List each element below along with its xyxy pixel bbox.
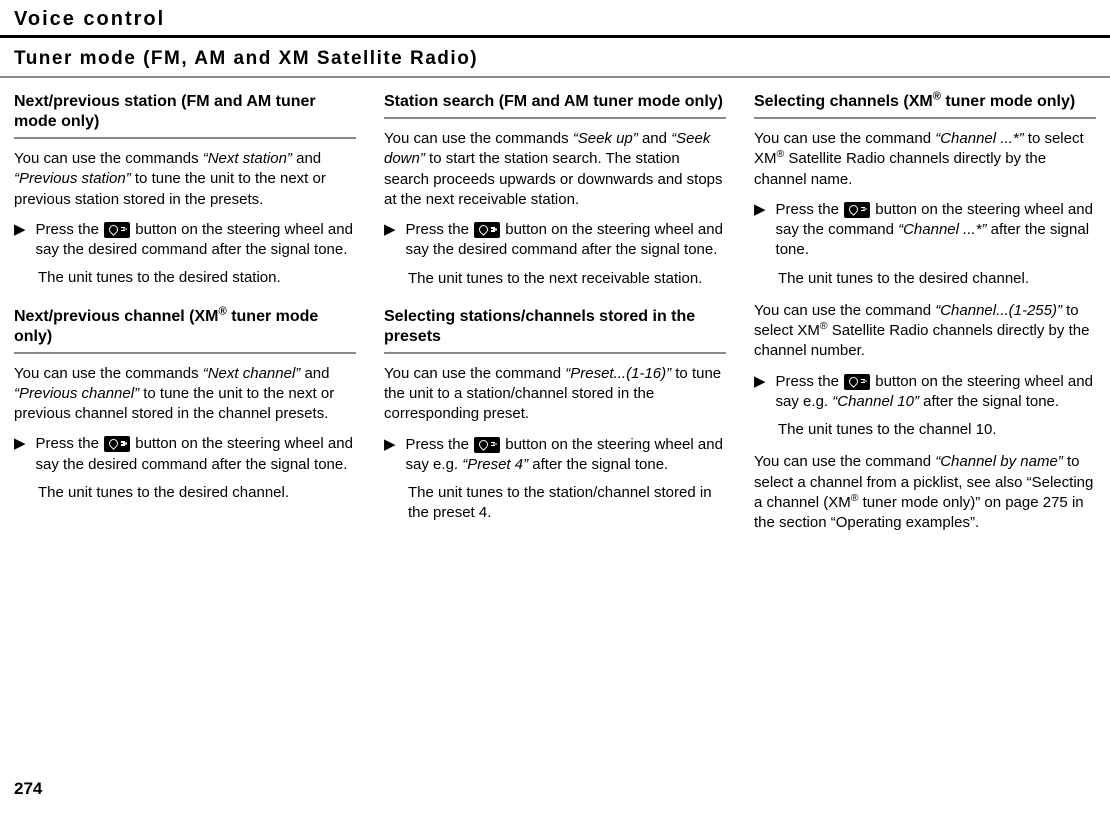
text: You can use the command <box>754 302 935 319</box>
step-row: ▶ Press the button on the steering wheel… <box>14 220 356 261</box>
step-row: ▶ Press the button on the steering wheel… <box>384 220 726 261</box>
step-marker-icon: ▶ <box>14 434 26 475</box>
command-text: “Next channel” <box>203 365 301 382</box>
step-result: The unit tunes to the channel 10. <box>778 420 1096 440</box>
body-text: You can use the command “Channel...(1-25… <box>754 301 1096 362</box>
voice-button-icon <box>104 222 130 238</box>
step-result: The unit tunes to the next receivable st… <box>408 269 726 289</box>
body-text: You can use the command “Channel ...*” t… <box>754 129 1096 190</box>
step-text: Press the button on the steering wheel a… <box>776 372 1096 413</box>
step-row: ▶ Press the button on the steering wheel… <box>754 372 1096 413</box>
step-marker-icon: ▶ <box>14 220 26 261</box>
command-text: “Channel ...*” <box>898 221 986 238</box>
text: Press the <box>36 221 104 238</box>
voice-button-icon <box>474 437 500 453</box>
step-result: The unit tunes to the desired channel. <box>778 269 1096 289</box>
text: Next/previous channel (XM <box>14 308 219 325</box>
subsection-station-search-title: Station search (FM and AM tuner mode onl… <box>384 92 726 119</box>
text: You can use the commands <box>384 130 573 147</box>
text: Satellite Radio channels directly by the… <box>754 150 1046 187</box>
step-text: Press the button on the steering wheel a… <box>36 434 356 475</box>
text: You can use the commands <box>14 150 203 167</box>
text: You can use the command <box>754 130 935 147</box>
voice-button-icon <box>844 202 870 218</box>
text: You can use the commands <box>14 365 203 382</box>
step-result: The unit tunes to the desired channel. <box>38 483 356 503</box>
body-text: You can use the commands “Next channel” … <box>14 364 356 425</box>
command-text: “Previous station” <box>14 170 131 187</box>
command-text: “Channel by name” <box>935 453 1063 470</box>
step-result: The unit tunes to the station/channel st… <box>408 483 726 524</box>
section-title: Tuner mode (FM, AM and XM Satellite Radi… <box>0 38 1110 78</box>
text: and <box>292 150 321 167</box>
text: You can use the command <box>384 365 565 382</box>
voice-button-icon <box>104 436 130 452</box>
body-text: You can use the command “Channel by name… <box>754 452 1096 533</box>
step-text: Press the button on the steering wheel a… <box>776 200 1096 261</box>
step-text: Press the button on the steering wheel a… <box>36 220 356 261</box>
body-text: You can use the commands “Seek up” and “… <box>384 129 726 210</box>
step-row: ▶ Press the button on the steering wheel… <box>14 434 356 475</box>
command-text: “Previous channel” <box>14 385 139 402</box>
text: Press the <box>36 435 104 452</box>
text: after the signal tone. <box>528 456 668 473</box>
text: to start the station search. The station… <box>384 150 723 208</box>
subsection-presets-title: Selecting stations/channels stored in th… <box>384 307 726 354</box>
text: Press the <box>776 373 844 390</box>
registered-mark: ® <box>820 320 828 332</box>
subsection-next-prev-station-title: Next/previous station (FM and AM tuner m… <box>14 92 356 139</box>
registered-mark: ® <box>219 305 227 317</box>
step-marker-icon: ▶ <box>384 220 396 261</box>
command-text: “Seek up” <box>573 130 638 147</box>
body-text: You can use the commands “Next station” … <box>14 149 356 210</box>
content-columns: Next/previous station (FM and AM tuner m… <box>0 88 1110 543</box>
text: tuner mode only) <box>941 93 1075 110</box>
step-row: ▶ Press the button on the steering wheel… <box>384 435 726 476</box>
page-header: Voice control <box>0 0 1110 38</box>
step-result: The unit tunes to the desired station. <box>38 268 356 288</box>
voice-button-icon <box>844 374 870 390</box>
registered-mark: ® <box>933 91 941 103</box>
column-3: Selecting channels (XM® tuner mode only)… <box>754 88 1096 543</box>
text: after the signal tone. <box>919 393 1059 410</box>
step-marker-icon: ▶ <box>384 435 396 476</box>
text: Press the <box>406 221 474 238</box>
step-row: ▶ Press the button on the steering wheel… <box>754 200 1096 261</box>
command-text: “Channel ...*” <box>935 130 1023 147</box>
voice-button-icon <box>474 222 500 238</box>
command-text: “Channel 10” <box>832 393 919 410</box>
command-text: “Preset...(1-16)” <box>565 365 671 382</box>
command-text: “Channel...(1-255)” <box>935 302 1062 319</box>
text: and <box>300 365 329 382</box>
subsection-next-prev-channel-title: Next/previous channel (XM® tuner mode on… <box>14 307 356 354</box>
column-1: Next/previous station (FM and AM tuner m… <box>14 88 356 543</box>
command-text: “Preset 4” <box>462 456 528 473</box>
text: You can use the command <box>754 453 935 470</box>
command-text: “Next station” <box>203 150 292 167</box>
text: Selecting channels (XM <box>754 93 933 110</box>
body-text: You can use the command “Preset...(1-16)… <box>384 364 726 425</box>
column-2: Station search (FM and AM tuner mode onl… <box>384 88 726 543</box>
text: Press the <box>406 436 474 453</box>
subsection-select-channels-title: Selecting channels (XM® tuner mode only) <box>754 92 1096 119</box>
page-number: 274 <box>14 779 42 799</box>
step-marker-icon: ▶ <box>754 372 766 413</box>
step-text: Press the button on the steering wheel a… <box>406 435 726 476</box>
step-text: Press the button on the steering wheel a… <box>406 220 726 261</box>
text: Press the <box>776 201 844 218</box>
step-marker-icon: ▶ <box>754 200 766 261</box>
text: and <box>638 130 671 147</box>
